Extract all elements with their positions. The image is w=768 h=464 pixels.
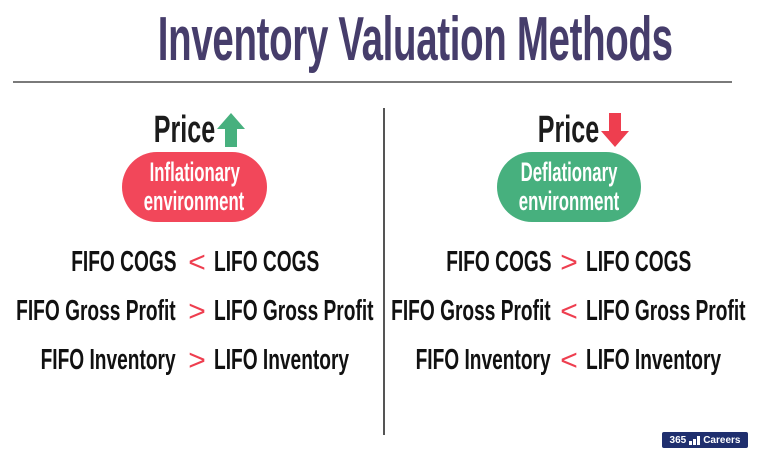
title-divider xyxy=(13,81,732,83)
brand-logo: 365 Careers xyxy=(662,432,748,448)
logo-name: Careers xyxy=(703,434,741,446)
deflationary-environment-badge: Deflationary environment xyxy=(497,152,641,222)
comparison-row-inventory: FIFO Inventory < LIFO Inventory xyxy=(384,336,768,385)
deflationary-column: Price Deflationary environment FIFO COGS… xyxy=(384,100,768,380)
comparison-left: FIFO Inventory xyxy=(40,344,176,376)
comparison-operator: < xyxy=(188,246,206,279)
comparison-row-gross-profit: FIFO Gross Profit < LIFO Gross Profit xyxy=(384,287,768,336)
column-divider xyxy=(383,108,385,435)
bar-chart-icon xyxy=(689,435,701,445)
comparison-list: FIFO COGS < LIFO COGS FIFO Gross Profit … xyxy=(0,238,384,385)
comparison-left: FIFO COGS xyxy=(445,246,551,278)
comparison-right: LIFO Gross Profit xyxy=(586,295,746,327)
logo-number: 365 xyxy=(669,434,687,446)
price-indicator: Price xyxy=(0,108,384,152)
inflationary-column: Price Inflationary environment FIFO COGS… xyxy=(0,100,384,380)
comparison-left: FIFO COGS xyxy=(70,246,176,278)
badge-line-1: Inflationary xyxy=(149,157,240,187)
comparison-left: FIFO Inventory xyxy=(415,344,551,376)
badge-line-2: environment xyxy=(144,186,245,216)
page-title: Inventory Valuation Methods xyxy=(157,5,673,74)
comparison-right: LIFO Inventory xyxy=(214,344,350,376)
badge-line-1: Deflationary xyxy=(520,157,618,187)
comparison-list: FIFO COGS > LIFO COGS FIFO Gross Profit … xyxy=(384,238,768,385)
badge-line-2: environment xyxy=(518,186,620,216)
comparison-right: LIFO Gross Profit xyxy=(214,295,374,327)
comparison-left: FIFO Gross Profit xyxy=(391,295,551,327)
comparison-operator: < xyxy=(560,295,578,328)
comparison-operator: > xyxy=(188,295,206,328)
comparison-row-cogs: FIFO COGS > LIFO COGS xyxy=(384,238,768,287)
comparison-row-inventory: FIFO Inventory > LIFO Inventory xyxy=(0,336,384,385)
comparison-left: FIFO Gross Profit xyxy=(16,295,176,327)
comparison-row-gross-profit: FIFO Gross Profit > LIFO Gross Profit xyxy=(0,287,384,336)
page-title-container: Inventory Valuation Methods xyxy=(0,2,768,78)
price-indicator: Price xyxy=(384,108,768,152)
arrow-down-icon xyxy=(601,113,630,147)
comparison-right: LIFO Inventory xyxy=(586,344,722,376)
price-label: Price xyxy=(537,108,599,151)
comparison-operator: > xyxy=(188,344,206,377)
comparison-row-cogs: FIFO COGS < LIFO COGS xyxy=(0,238,384,287)
comparison-operator: < xyxy=(560,344,578,377)
comparison-operator: > xyxy=(560,246,578,279)
comparison-right: LIFO COGS xyxy=(214,246,320,278)
comparison-right: LIFO COGS xyxy=(586,246,692,278)
price-label: Price xyxy=(153,108,215,151)
inflationary-environment-badge: Inflationary environment xyxy=(122,152,267,222)
arrow-up-icon xyxy=(217,113,246,147)
